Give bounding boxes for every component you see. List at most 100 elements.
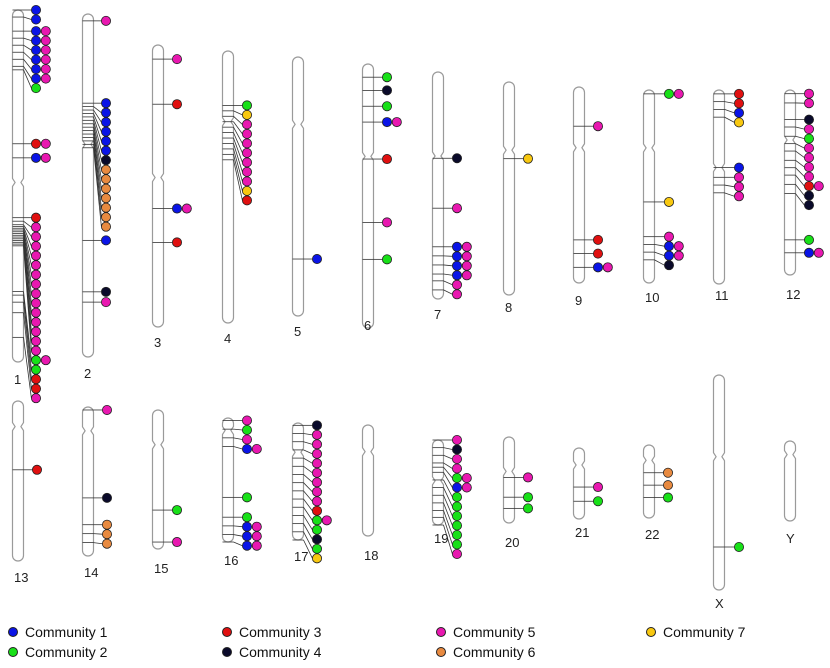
- marker-leader: [795, 184, 805, 196]
- community-2-marker: [241, 512, 252, 523]
- chromosome-14: 14: [81, 404, 113, 580]
- community-4-marker: [804, 114, 815, 125]
- marker-leader: [23, 229, 32, 266]
- community-3-marker: [171, 237, 182, 248]
- community-1-marker: [734, 107, 745, 118]
- chromosome-label: 11: [715, 288, 729, 303]
- community-4-marker: [101, 286, 112, 297]
- legend-entry: Community 7: [646, 624, 745, 640]
- marker-leader: [303, 490, 313, 502]
- marker-leader: [443, 472, 453, 488]
- chromosome-y: Y: [783, 440, 797, 546]
- community-3-marker: [171, 99, 182, 110]
- chromosome-2: 2: [81, 13, 112, 381]
- community-5-marker: [461, 482, 472, 493]
- community-2-marker: [241, 424, 252, 435]
- community-5-marker: [311, 439, 322, 450]
- community-3-marker: [734, 88, 745, 99]
- chromosome-label: 13: [14, 570, 28, 585]
- community-6-marker: [102, 519, 113, 530]
- community-6-marker: [663, 467, 674, 478]
- community-2-marker: [241, 100, 252, 111]
- marker-leader: [724, 109, 735, 114]
- marker-leader: [233, 525, 243, 528]
- marker-leader: [23, 295, 32, 370]
- community-5-marker: [30, 241, 41, 252]
- community-5-marker: [673, 250, 684, 261]
- community-5-marker: [451, 279, 462, 290]
- chromosome-label: 4: [224, 331, 231, 346]
- chromosome-label: 16: [224, 553, 238, 568]
- marker-leader: [233, 132, 243, 154]
- community-2-marker: [381, 101, 392, 112]
- marker-leader: [233, 126, 243, 144]
- chromosome-13: 13: [11, 400, 43, 585]
- community-2-marker: [451, 501, 462, 512]
- legend-entry: Community 4: [222, 644, 321, 660]
- marker-leader: [93, 137, 102, 199]
- chromosome-label: 20: [505, 535, 519, 550]
- community-2-marker: [381, 72, 392, 83]
- marker-leader: [93, 120, 102, 151]
- chromosome-body: [712, 374, 726, 591]
- community-2-marker: [451, 472, 462, 483]
- chromosome-body: [642, 89, 656, 284]
- marker-leader: [233, 115, 243, 125]
- marker-leader: [443, 487, 453, 507]
- marker-leader: [795, 167, 805, 177]
- marker-leader: [443, 524, 453, 555]
- community-3-marker: [241, 195, 252, 206]
- chromosome-label: 6: [364, 318, 371, 333]
- community-2-marker: [30, 355, 41, 366]
- chromosome-17: 17: [291, 420, 332, 564]
- marker-leader: [233, 541, 243, 547]
- chromosome-body: [81, 406, 95, 557]
- chromosome-label: 2: [84, 366, 91, 381]
- community-5-marker: [734, 181, 745, 192]
- community-5-marker: [451, 463, 462, 474]
- community-5-marker: [241, 128, 252, 139]
- community-5-marker: [102, 404, 113, 415]
- community-5-marker: [40, 45, 51, 56]
- marker-leader: [23, 224, 32, 237]
- community-1-marker: [101, 117, 112, 128]
- community-5-marker: [461, 472, 472, 483]
- community-5-marker: [30, 345, 41, 356]
- marker-leader: [443, 462, 453, 469]
- community-7-marker: [664, 196, 675, 207]
- community-5-marker: [30, 393, 41, 404]
- marker-leader: [795, 126, 805, 130]
- community-2-marker: [451, 520, 462, 531]
- marker-leader: [233, 137, 243, 163]
- community-5-marker: [804, 162, 815, 173]
- chromosome-label: 7: [434, 307, 441, 322]
- community-5-marker: [241, 166, 252, 177]
- community-5-marker: [30, 326, 41, 337]
- community-3-marker: [593, 234, 604, 245]
- chromosome-10: 10: [642, 88, 684, 305]
- chromosome-label: 1: [14, 372, 21, 387]
- community-2-marker: [30, 364, 41, 375]
- marker-leader: [443, 517, 453, 545]
- legend-label: Community 2: [25, 644, 108, 660]
- marker-leader: [795, 135, 805, 139]
- marker-leader: [23, 44, 32, 51]
- marker-leader: [795, 193, 805, 206]
- community-1-marker: [30, 64, 41, 75]
- community-1-marker: [241, 531, 252, 542]
- community-5-marker: [30, 298, 41, 309]
- chromosome-body: [572, 447, 586, 520]
- community-5-marker: [593, 482, 604, 493]
- community-1-marker: [451, 260, 462, 271]
- community-1-marker: [451, 270, 462, 281]
- chromosome-body: [572, 86, 586, 284]
- community-7-marker: [241, 185, 252, 196]
- community-2-marker: [30, 83, 41, 94]
- community-5-marker: [40, 64, 51, 75]
- marker-leader: [93, 130, 102, 180]
- community-3-marker: [381, 154, 392, 165]
- community-5-marker: [311, 486, 322, 497]
- community-5-marker: [311, 448, 322, 459]
- marker-leader: [233, 428, 243, 431]
